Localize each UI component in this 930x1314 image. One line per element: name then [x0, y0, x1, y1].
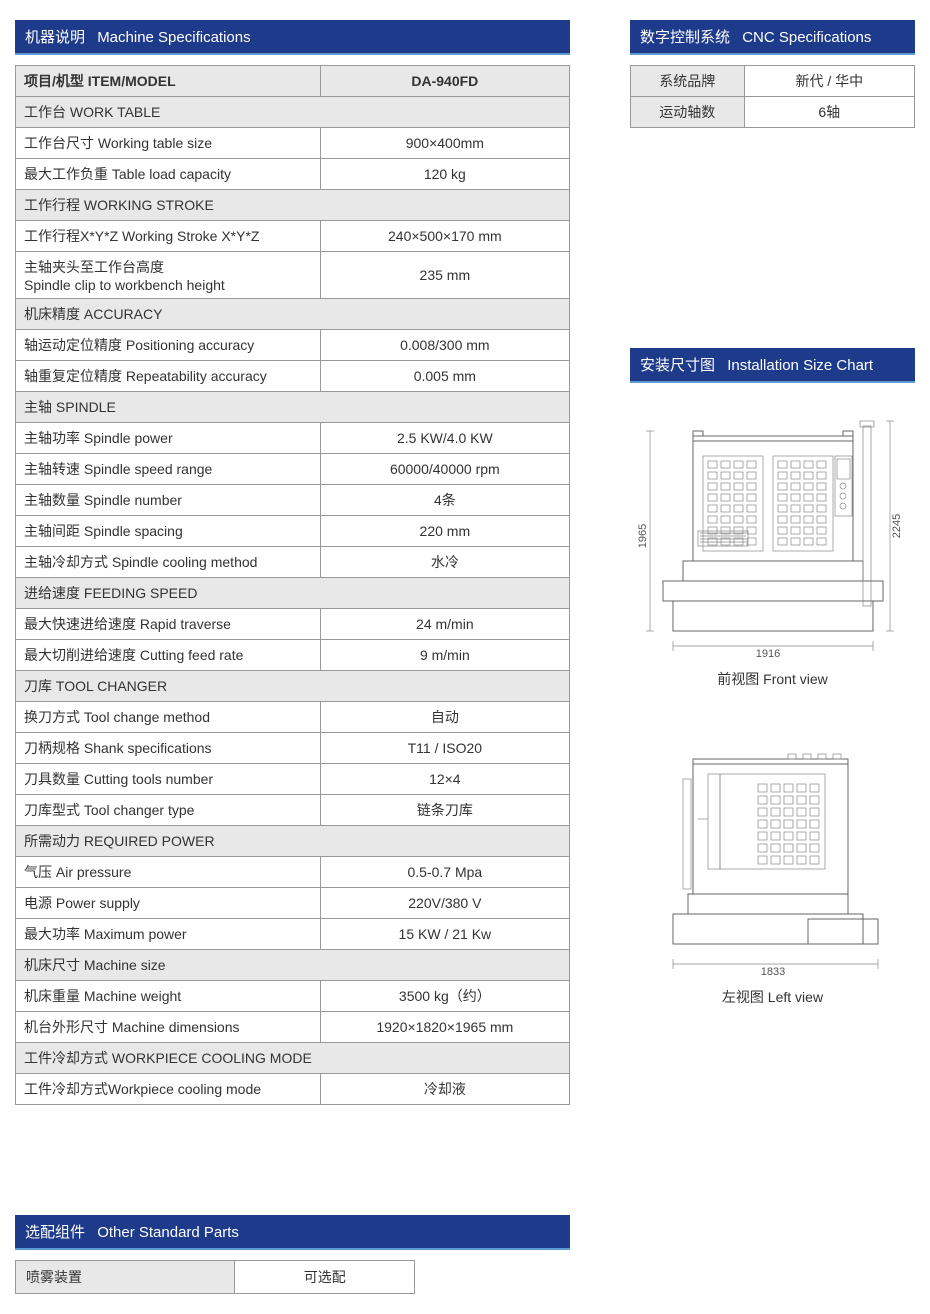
- category-row: 工件冷却方式 WORKPIECE COOLING MODE: [16, 1043, 570, 1074]
- spec-value: 900×400mm: [320, 128, 569, 159]
- spec-value: 水冷: [320, 547, 569, 578]
- spec-label: 最大切削进给速度 Cutting feed rate: [16, 640, 321, 671]
- spec-value: 12×4: [320, 764, 569, 795]
- svg-text:1965: 1965: [638, 524, 649, 548]
- spec-label: 最大工作负重 Table load capacity: [16, 159, 321, 190]
- spec-value: 2.5 KW/4.0 KW: [320, 423, 569, 454]
- spec-label: 机床重量 Machine weight: [16, 981, 321, 1012]
- cnc-key: 系统品牌: [631, 66, 745, 97]
- spec-label: 主轴数量 Spindle number: [16, 485, 321, 516]
- spec-value: 220V/380 V: [320, 888, 569, 919]
- spec-label: 气压 Air pressure: [16, 857, 321, 888]
- cnc-key: 运动轴数: [631, 97, 745, 128]
- spec-label: 主轴转速 Spindle speed range: [16, 454, 321, 485]
- spec-label: 主轴间距 Spindle spacing: [16, 516, 321, 547]
- header-en: Machine Specifications: [97, 29, 250, 46]
- spec-value: T11 / ISO20: [320, 733, 569, 764]
- spec-value: 24 m/min: [320, 609, 569, 640]
- spec-value: 链条刀库: [320, 795, 569, 826]
- spec-label: 机台外形尺寸 Machine dimensions: [16, 1012, 321, 1043]
- header-en: Installation Size Chart: [727, 357, 873, 374]
- header-cn: 机器说明: [25, 29, 85, 46]
- spec-label: 主轴冷却方式 Spindle cooling method: [16, 547, 321, 578]
- cnc-value: 6轴: [744, 97, 914, 128]
- spec-label: 工作行程X*Y*Z Working Stroke X*Y*Z: [16, 221, 321, 252]
- category-row: 进给速度 FEEDING SPEED: [16, 578, 570, 609]
- header-en: CNC Specifications: [742, 29, 871, 46]
- spec-label: 刀柄规格 Shank specifications: [16, 733, 321, 764]
- svg-text:1833: 1833: [760, 966, 784, 978]
- parts-table: 喷雾装置可选配: [15, 1260, 415, 1294]
- spec-value: 冷却液: [320, 1074, 569, 1105]
- front-view-label: 前视图 Front view: [630, 669, 915, 689]
- svg-text:1916: 1916: [755, 648, 779, 660]
- machine-spec-table: 项目/机型 ITEM/MODEL DA-940FD 工作台 WORK TABLE…: [15, 65, 570, 1105]
- front-view-diagram: 1916 1965 2245 前视图 Front view: [630, 401, 915, 689]
- spec-value: 120 kg: [320, 159, 569, 190]
- spec-value: 0.005 mm: [320, 361, 569, 392]
- spec-value: 9 m/min: [320, 640, 569, 671]
- spec-value: 240×500×170 mm: [320, 221, 569, 252]
- spec-value: 220 mm: [320, 516, 569, 547]
- model-header: DA-940FD: [320, 66, 569, 97]
- part-key: 喷雾装置: [16, 1261, 235, 1294]
- spec-value: 235 mm: [320, 252, 569, 299]
- left-view-label: 左视图 Left view: [630, 987, 915, 1007]
- spec-label: 最大功率 Maximum power: [16, 919, 321, 950]
- spec-label: 轴重复定位精度 Repeatability accuracy: [16, 361, 321, 392]
- spec-label: 换刀方式 Tool change method: [16, 702, 321, 733]
- spec-value: 15 KW / 21 Kw: [320, 919, 569, 950]
- spec-value: 0.008/300 mm: [320, 330, 569, 361]
- cnc-value: 新代 / 华中: [744, 66, 914, 97]
- spec-label: 主轴夹头至工作台高度Spindle clip to workbench heig…: [16, 252, 321, 299]
- spec-label: 最大快速进给速度 Rapid traverse: [16, 609, 321, 640]
- header-en: Other Standard Parts: [97, 1224, 239, 1241]
- spec-label: 轴运动定位精度 Positioning accuracy: [16, 330, 321, 361]
- category-row: 机床尺寸 Machine size: [16, 950, 570, 981]
- spec-value: 4条: [320, 485, 569, 516]
- spec-label: 刀库型式 Tool changer type: [16, 795, 321, 826]
- left-view-diagram: 1833 左视图 Left view: [630, 719, 915, 1007]
- category-row: 所需动力 REQUIRED POWER: [16, 826, 570, 857]
- spec-value: 60000/40000 rpm: [320, 454, 569, 485]
- spec-value: 3500 kg（约）: [320, 981, 569, 1012]
- spec-value: 1920×1820×1965 mm: [320, 1012, 569, 1043]
- spec-label: 主轴功率 Spindle power: [16, 423, 321, 454]
- install-header: 安装尺寸图 Installation Size Chart: [630, 348, 915, 383]
- spec-label: 工作台尺寸 Working table size: [16, 128, 321, 159]
- spec-value: 自动: [320, 702, 569, 733]
- spec-label: 刀具数量 Cutting tools number: [16, 764, 321, 795]
- category-row: 刀库 TOOL CHANGER: [16, 671, 570, 702]
- header-cn: 数字控制系统: [640, 29, 730, 46]
- cnc-header: 数字控制系统 CNC Specifications: [630, 20, 915, 55]
- category-row: 工作行程 WORKING STROKE: [16, 190, 570, 221]
- part-value: 可选配: [235, 1261, 415, 1294]
- category-row: 工作台 WORK TABLE: [16, 97, 570, 128]
- cnc-table: 系统品牌新代 / 华中运动轴数6轴: [630, 65, 915, 128]
- item-model-header: 项目/机型 ITEM/MODEL: [16, 66, 321, 97]
- parts-header: 选配组件 Other Standard Parts: [15, 1215, 570, 1250]
- spec-label: 工件冷却方式Workpiece cooling mode: [16, 1074, 321, 1105]
- spec-label: 电源 Power supply: [16, 888, 321, 919]
- category-row: 主轴 SPINDLE: [16, 392, 570, 423]
- spec-value: 0.5-0.7 Mpa: [320, 857, 569, 888]
- header-cn: 安装尺寸图: [640, 357, 715, 374]
- svg-text:2245: 2245: [891, 514, 903, 538]
- machine-spec-header: 机器说明 Machine Specifications: [15, 20, 570, 55]
- category-row: 机床精度 ACCURACY: [16, 299, 570, 330]
- header-cn: 选配组件: [25, 1224, 85, 1241]
